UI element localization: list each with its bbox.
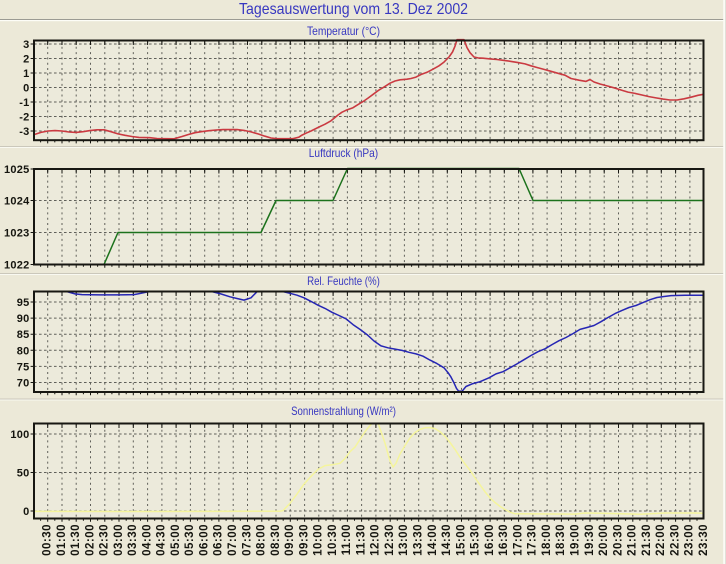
svg-text:02:30: 02:30: [99, 524, 111, 556]
svg-text:06:00: 06:00: [199, 524, 211, 556]
svg-text:05:00: 05:00: [170, 524, 182, 556]
svg-text:01:00: 01:00: [56, 524, 68, 556]
svg-text:13:00: 13:00: [398, 524, 410, 556]
svg-text:16:00: 16:00: [484, 524, 496, 556]
svg-text:1022: 1022: [4, 260, 29, 272]
svg-text:1024: 1024: [4, 196, 30, 208]
svg-text:12:30: 12:30: [384, 524, 396, 556]
svg-text:80: 80: [17, 345, 30, 357]
svg-text:15:30: 15:30: [470, 524, 482, 556]
svg-text:0: 0: [23, 506, 29, 518]
svg-text:21:00: 21:00: [627, 524, 639, 556]
svg-text:18:30: 18:30: [555, 524, 567, 556]
svg-text:15:00: 15:00: [455, 524, 467, 556]
svg-text:85: 85: [17, 329, 30, 341]
svg-text:12:00: 12:00: [370, 524, 382, 556]
svg-text:50: 50: [17, 468, 30, 480]
svg-text:11:30: 11:30: [355, 524, 367, 555]
svg-text:22:30: 22:30: [669, 524, 681, 556]
svg-text:14:30: 14:30: [441, 524, 453, 556]
svg-text:13:30: 13:30: [413, 524, 425, 556]
svg-text:00:30: 00:30: [42, 524, 54, 556]
svg-text:-3: -3: [19, 126, 29, 138]
svg-text:16:30: 16:30: [498, 524, 510, 556]
svg-text:09:30: 09:30: [298, 524, 310, 556]
svg-text:23:00: 23:00: [684, 524, 696, 556]
svg-text:10:30: 10:30: [327, 524, 339, 556]
svg-text:20:00: 20:00: [598, 524, 610, 556]
svg-text:07:00: 07:00: [227, 524, 239, 556]
svg-text:22:00: 22:00: [655, 524, 667, 556]
svg-text:02:00: 02:00: [84, 524, 96, 556]
svg-text:70: 70: [17, 378, 30, 390]
svg-text:-2: -2: [19, 112, 29, 124]
svg-text:100: 100: [10, 429, 29, 441]
svg-text:07:30: 07:30: [241, 524, 253, 556]
svg-text:11:00: 11:00: [341, 524, 353, 555]
svg-text:14:00: 14:00: [427, 524, 439, 556]
svg-text:04:00: 04:00: [141, 524, 153, 556]
svg-text:23:30: 23:30: [698, 524, 710, 556]
svg-text:2: 2: [23, 54, 29, 66]
svg-text:95: 95: [17, 297, 30, 309]
svg-text:75: 75: [17, 361, 30, 373]
svg-text:21:30: 21:30: [641, 524, 653, 556]
svg-text:04:30: 04:30: [156, 524, 168, 556]
svg-text:-1: -1: [19, 97, 29, 109]
svg-text:19:00: 19:00: [570, 524, 582, 556]
svg-text:18:00: 18:00: [541, 524, 553, 556]
svg-text:1025: 1025: [4, 164, 29, 176]
svg-text:05:30: 05:30: [184, 524, 196, 556]
svg-text:03:00: 03:00: [113, 524, 125, 556]
svg-text:0: 0: [23, 83, 29, 95]
svg-text:3: 3: [23, 39, 29, 51]
svg-text:90: 90: [17, 313, 30, 325]
svg-text:17:30: 17:30: [527, 524, 539, 556]
svg-text:19:30: 19:30: [584, 524, 596, 556]
svg-text:1: 1: [23, 68, 29, 80]
svg-text:01:30: 01:30: [70, 524, 82, 556]
svg-text:03:30: 03:30: [127, 524, 139, 556]
svg-text:20:30: 20:30: [612, 524, 624, 556]
svg-text:1023: 1023: [4, 228, 29, 240]
svg-text:08:00: 08:00: [256, 524, 268, 556]
svg-text:06:30: 06:30: [213, 524, 225, 556]
svg-text:09:00: 09:00: [284, 524, 296, 556]
svg-text:10:00: 10:00: [313, 524, 325, 556]
svg-text:17:00: 17:00: [512, 524, 524, 556]
svg-text:08:30: 08:30: [270, 524, 282, 556]
